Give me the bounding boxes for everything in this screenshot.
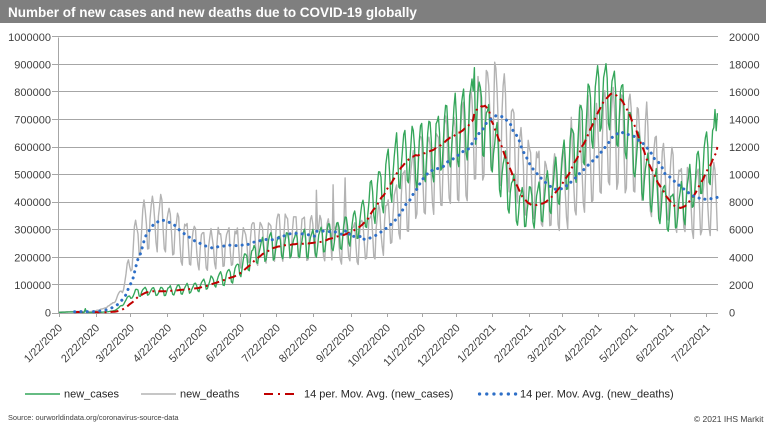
svg-text:2000: 2000 bbox=[729, 280, 753, 292]
svg-text:14 per. Mov. Avg. (new_deaths): 14 per. Mov. Avg. (new_deaths) bbox=[520, 389, 674, 401]
svg-text:300000: 300000 bbox=[14, 225, 51, 237]
svg-text:900000: 900000 bbox=[14, 59, 51, 71]
svg-text:© 2021 IHS Markit: © 2021 IHS Markit bbox=[694, 414, 764, 424]
svg-text:18000: 18000 bbox=[729, 59, 760, 71]
svg-text:7/22/2020: 7/22/2020 bbox=[240, 322, 283, 365]
svg-text:10000: 10000 bbox=[729, 170, 760, 182]
svg-text:16000: 16000 bbox=[729, 87, 760, 99]
svg-text:0: 0 bbox=[45, 307, 51, 319]
svg-text:5/22/2021: 5/22/2021 bbox=[597, 322, 640, 365]
svg-text:14000: 14000 bbox=[729, 115, 760, 127]
svg-text:4000: 4000 bbox=[729, 252, 753, 264]
svg-text:20000: 20000 bbox=[729, 32, 760, 44]
svg-text:1/22/2021: 1/22/2021 bbox=[455, 322, 498, 365]
svg-text:new_cases: new_cases bbox=[64, 389, 120, 401]
svg-text:7/22/2021: 7/22/2021 bbox=[670, 322, 713, 365]
svg-text:Number of new cases and new de: Number of new cases and new deaths due t… bbox=[8, 5, 417, 20]
svg-text:500000: 500000 bbox=[14, 170, 51, 182]
svg-text:400000: 400000 bbox=[14, 197, 51, 209]
svg-text:200000: 200000 bbox=[14, 252, 51, 264]
svg-text:1/22/2020: 1/22/2020 bbox=[22, 322, 65, 365]
svg-text:5/22/2020: 5/22/2020 bbox=[167, 322, 210, 365]
svg-text:6/22/2021: 6/22/2021 bbox=[634, 322, 677, 365]
svg-text:600000: 600000 bbox=[14, 142, 51, 154]
svg-text:8/22/2020: 8/22/2020 bbox=[277, 322, 320, 365]
svg-text:800000: 800000 bbox=[14, 87, 51, 99]
svg-text:8000: 8000 bbox=[729, 197, 753, 209]
svg-text:3/22/2020: 3/22/2020 bbox=[94, 322, 137, 365]
svg-text:new_deaths: new_deaths bbox=[180, 389, 240, 401]
svg-text:14 per. Mov. Avg. (new_cases): 14 per. Mov. Avg. (new_cases) bbox=[304, 389, 453, 401]
svg-text:100000: 100000 bbox=[14, 280, 51, 292]
svg-text:Source: ourworldindata.org/cor: Source: ourworldindata.org/coronavirus-s… bbox=[8, 413, 179, 422]
svg-text:12000: 12000 bbox=[729, 142, 760, 154]
svg-text:0: 0 bbox=[729, 307, 735, 319]
svg-text:6000: 6000 bbox=[729, 225, 753, 237]
svg-text:1000000: 1000000 bbox=[8, 32, 51, 44]
svg-text:700000: 700000 bbox=[14, 115, 51, 127]
